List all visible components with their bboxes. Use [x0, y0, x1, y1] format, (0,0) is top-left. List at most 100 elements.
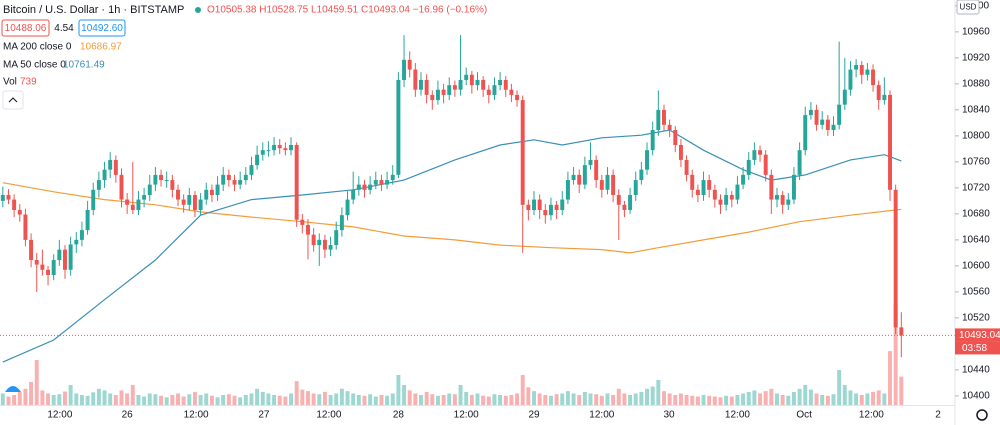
ma200-name[interactable]: MA 200 close 0: [3, 42, 72, 53]
volume-bar: [209, 395, 214, 405]
candle-body: [678, 144, 683, 160]
volume-bar: [435, 395, 440, 405]
candle-body: [164, 180, 169, 182]
buy-price[interactable]: 10492.60: [81, 23, 123, 34]
candle-body: [769, 174, 774, 200]
candle-body: [108, 159, 113, 170]
candle-body: [368, 184, 373, 190]
volume-bar: [565, 391, 570, 405]
y-tick-label: 10680: [962, 209, 990, 220]
volume-bar: [362, 395, 367, 405]
countdown-label: 03:58: [962, 343, 987, 354]
volume-bar: [159, 395, 164, 405]
volume-bar: [735, 395, 740, 405]
volume-bar: [441, 395, 446, 405]
candle-body: [283, 148, 288, 151]
candle-body: [260, 150, 265, 155]
y-tick-label: 10600: [962, 261, 990, 272]
candle-body: [221, 174, 226, 185]
sell-button[interactable]: [1, 19, 50, 37]
candle-body: [34, 260, 39, 265]
candle-body: [475, 79, 480, 86]
candle-body: [198, 199, 203, 210]
volume-bar: [119, 390, 124, 405]
candle-body: [238, 180, 243, 185]
volume-bar: [746, 391, 751, 405]
candle-body: [639, 169, 644, 181]
candle-body: [820, 119, 825, 125]
candle-body: [882, 94, 887, 101]
ohlc-values: O10505.38 H10528.75 L10459.51 C10493.04 …: [207, 5, 487, 16]
volume-bar: [68, 385, 73, 405]
volume-bar: [198, 395, 203, 405]
volume-bar: [791, 391, 796, 405]
volume-bar: [814, 393, 819, 405]
volume-bar: [243, 395, 248, 405]
volume-bar: [662, 391, 666, 405]
sell-price[interactable]: 10488.06: [5, 23, 47, 34]
candle-body: [791, 174, 796, 200]
volume-bar: [469, 395, 474, 405]
volume-bar: [656, 380, 661, 405]
candle-body: [842, 89, 847, 105]
volume-bar: [633, 393, 638, 405]
volume-bar: [402, 385, 407, 405]
volume-bar: [272, 395, 277, 405]
candle-body: [673, 130, 678, 145]
market-status: [195, 7, 201, 13]
candle-body: [113, 159, 118, 175]
volume-bar: [859, 395, 864, 405]
x-tick-label: 12:00: [47, 410, 72, 421]
candle-body: [243, 174, 248, 181]
candle-body: [125, 199, 130, 205]
volume-bar: [6, 396, 11, 405]
buy-button[interactable]: [78, 19, 126, 37]
candle-body: [345, 199, 350, 216]
candle-body: [209, 189, 214, 196]
volume-bar: [430, 394, 435, 405]
volume-name[interactable]: Vol: [3, 77, 17, 88]
candle-body: [435, 89, 440, 101]
candle-body: [305, 224, 310, 235]
candle-body: [837, 104, 842, 125]
candle-body: [741, 174, 746, 185]
settings-icon[interactable]: [976, 409, 988, 421]
ma50-name[interactable]: MA 50 close 0: [3, 60, 66, 71]
volume-bar: [170, 395, 175, 405]
candle-body: [486, 89, 491, 95]
volume-bar: [413, 393, 418, 405]
y-tick-label: 10400: [962, 391, 990, 402]
volume-bar: [249, 393, 254, 405]
volume-bar: [407, 390, 412, 405]
volume-bar: [300, 389, 305, 405]
candle-body: [6, 195, 11, 200]
volume-bar: [509, 395, 514, 405]
candle-body: [893, 189, 898, 328]
volume-bar: [532, 391, 536, 405]
volume-bar: [317, 394, 322, 405]
volume-bar: [752, 390, 757, 405]
candle-body: [204, 189, 209, 200]
candle-body: [888, 94, 892, 190]
volume-bar: [673, 395, 678, 405]
candle-body: [385, 180, 390, 185]
volume-bar: [820, 395, 825, 405]
candle-body: [605, 174, 610, 190]
volume-bar: [85, 395, 90, 405]
volume-bar: [560, 393, 565, 405]
volume-bar: [17, 391, 22, 405]
volume-bar: [283, 396, 288, 405]
candle-body: [464, 74, 469, 80]
candle-body: [176, 189, 180, 200]
volume-bar: [588, 393, 593, 405]
candle-body: [780, 195, 785, 205]
volume-bar: [645, 388, 650, 405]
volume-bar: [808, 389, 813, 405]
candle-body: [311, 234, 316, 246]
symbol-title[interactable]: Bitcoin / U.S. Dollar · 1h · BITSTAMP: [3, 4, 184, 16]
volume-bar: [226, 394, 231, 405]
volume-bar: [328, 395, 333, 405]
collapse-button[interactable]: [2, 90, 24, 110]
volume-bar: [29, 381, 34, 405]
volume-bar: [334, 393, 339, 405]
